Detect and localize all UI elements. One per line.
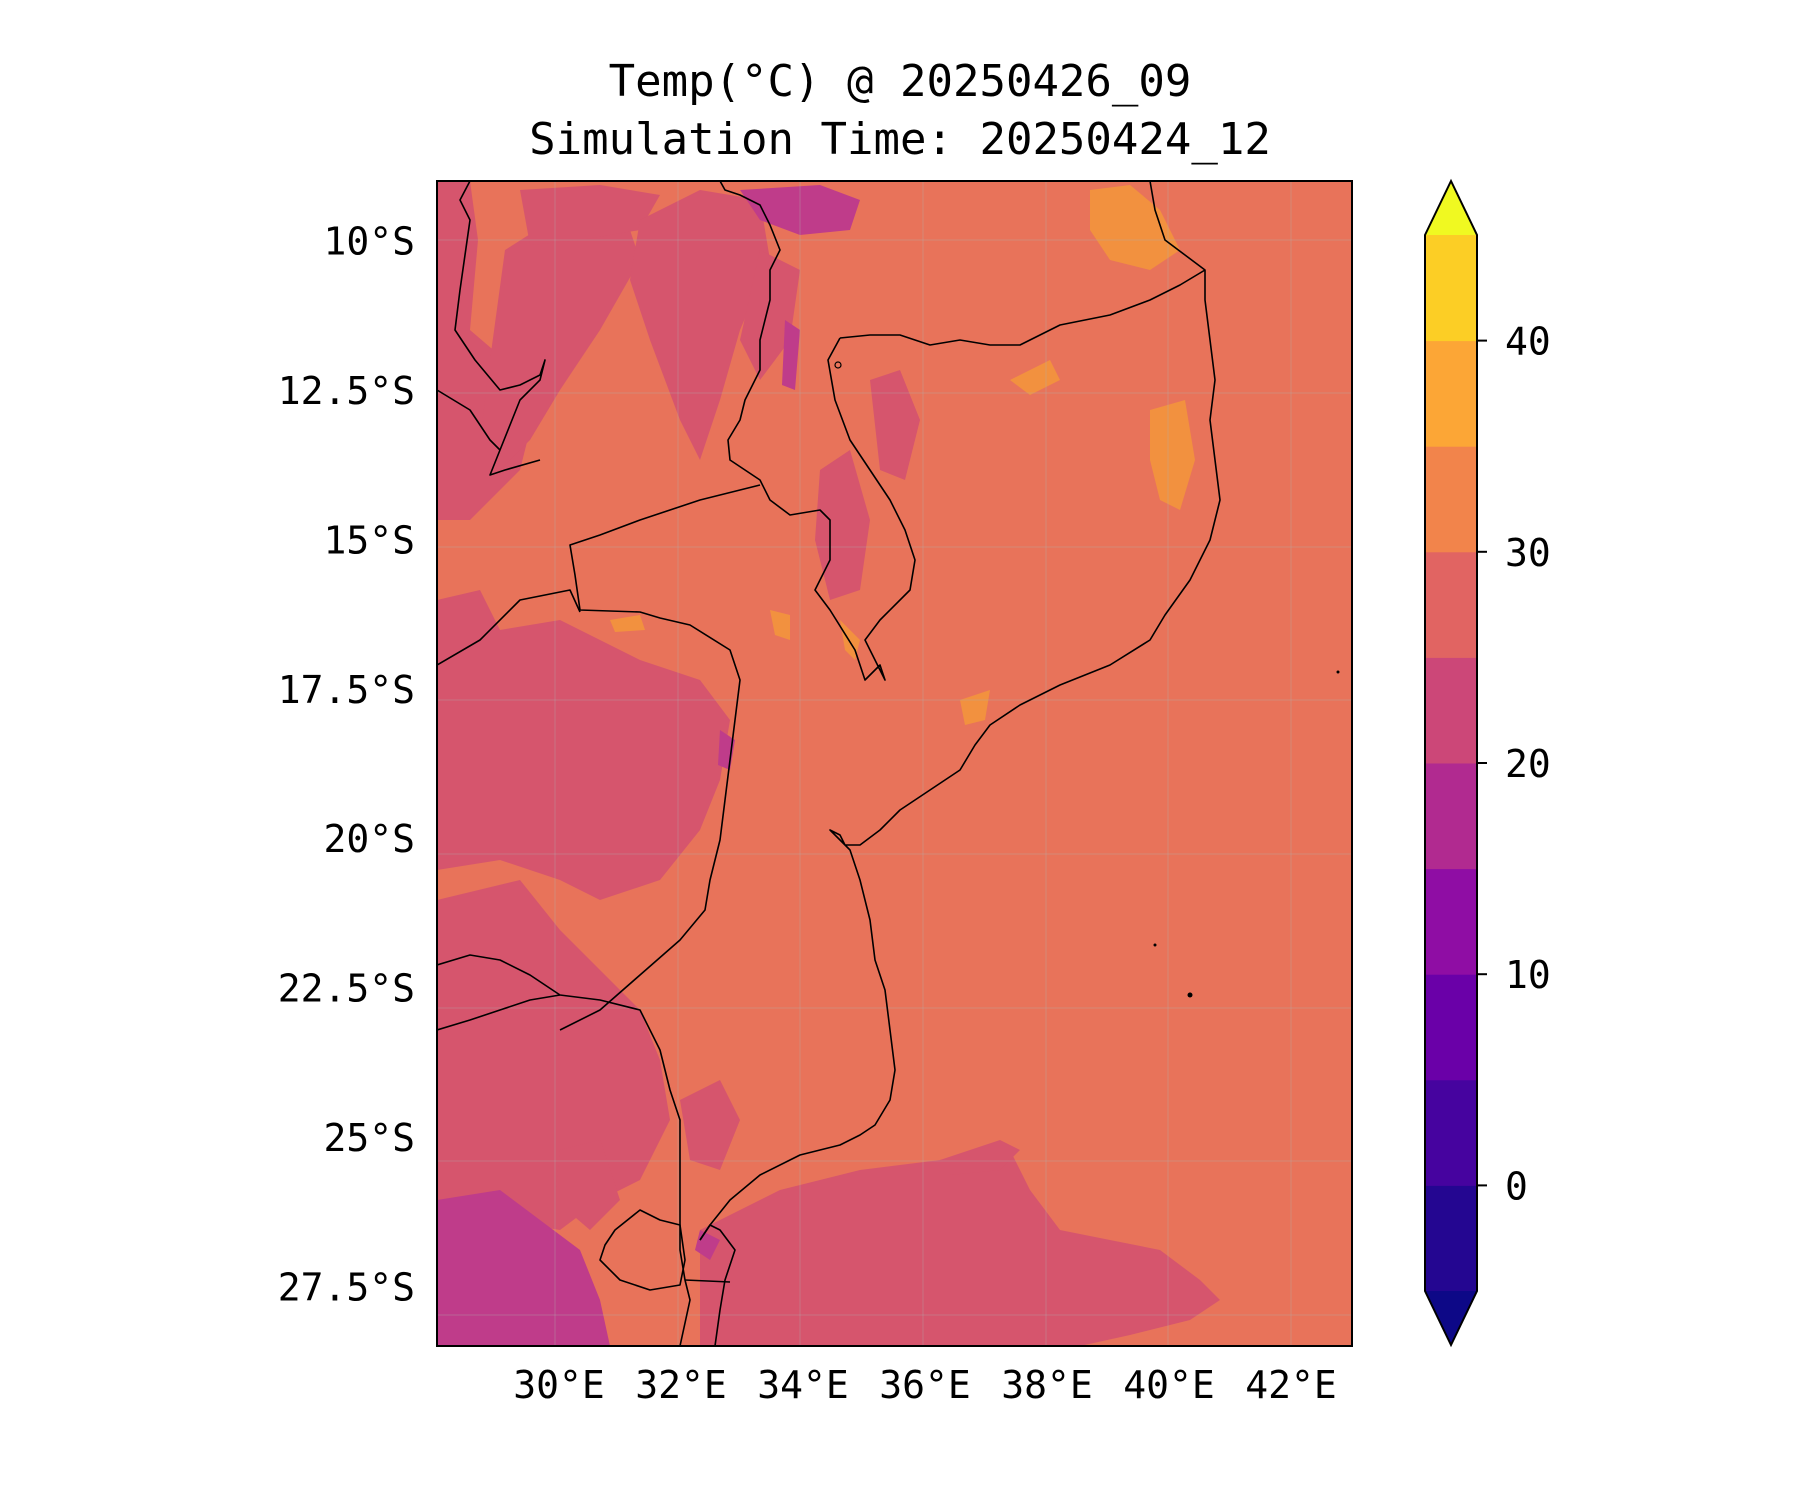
colorbar-segment (1425, 868, 1477, 975)
colorbar-segment (1425, 235, 1477, 342)
colorbar-segment (1425, 1079, 1477, 1186)
colorbar-outline (1424, 178, 1478, 1348)
lon-tick-label: 40°E (1123, 1363, 1215, 1407)
lat-tick-label: 15°S (323, 518, 415, 562)
colorbar-segment (1425, 763, 1477, 870)
country-borders (437, 181, 1221, 1346)
lon-tick-label: 32°E (635, 1363, 727, 1407)
colorbar-tick-label: 20 (1505, 742, 1551, 786)
title-line-2: Simulation Time: 20250424_12 (529, 114, 1271, 165)
colorbar-under-extension (1425, 1291, 1477, 1345)
islands (834, 361, 1340, 998)
eswatini-border (599, 1209, 686, 1291)
lat-tick-label: 27.5°S (278, 1265, 415, 1309)
lon-tick-label: 38°E (1001, 1363, 1093, 1407)
colorbar-over-extension (1425, 181, 1477, 235)
colorbar-segment (1425, 340, 1477, 447)
southern-border-27s (684, 1279, 731, 1283)
colorbar-tick-label: 10 (1505, 953, 1551, 997)
lon-tick-label: 30°E (513, 1363, 605, 1407)
lat-tick-label: 12.5°S (278, 369, 415, 413)
lon-tick-label: 34°E (757, 1363, 849, 1407)
gridlines (437, 181, 1352, 1346)
west-border-12s (437, 389, 501, 451)
colorbar: 0 10 20 30 40 (1424, 178, 1551, 1348)
malawi-border (719, 181, 916, 681)
lat-tick-label: 22.5°S (278, 967, 415, 1011)
latitude-tick-labels: 10°S 12.5°S 15°S 17.5°S 20°S 22.5°S 25°S 27.5°S (278, 220, 415, 1310)
lon-tick-label: 42°E (1245, 1363, 1337, 1407)
lat-tick-label: 17.5°S (278, 668, 415, 712)
colorbar-segment (1425, 657, 1477, 764)
field-band-30-35 (610, 185, 1195, 725)
field-band-20-25 (437, 181, 1220, 1346)
lon-tick-label: 36°E (879, 1363, 971, 1407)
colorbar-tick-label: 0 (1505, 1164, 1528, 1208)
zambia-mozambique-border (559, 484, 761, 1031)
map-frame (436, 180, 1353, 1347)
colorbar-segment (1425, 551, 1477, 658)
south-africa-border (437, 954, 691, 1346)
colorbar-tick-label: 40 (1505, 320, 1551, 364)
map-panel (437, 181, 1352, 1346)
maputo-bay (699, 1224, 736, 1346)
colorbar-tick-label: 30 (1505, 531, 1551, 575)
colorbar-segment (1425, 974, 1477, 1081)
lat-tick-label: 10°S (323, 220, 415, 264)
zambia-border-west (454, 181, 546, 476)
east-africa-coastline (699, 181, 1221, 1241)
colorbar-segment (1425, 446, 1477, 553)
mozambique-northern-border (839, 269, 1206, 346)
zimbabwe-border (437, 589, 581, 666)
title-line-1: Temp(°C) @ 20250426_09 (609, 56, 1192, 107)
longitude-tick-labels: 30°E 32°E 34°E 36°E 38°E 40°E 42°E (513, 1363, 1337, 1407)
south-africa-border-2 (437, 994, 561, 1031)
colorbar-segment (1425, 1185, 1477, 1292)
lat-tick-label: 25°S (323, 1116, 415, 1160)
lat-tick-label: 20°S (323, 817, 415, 861)
